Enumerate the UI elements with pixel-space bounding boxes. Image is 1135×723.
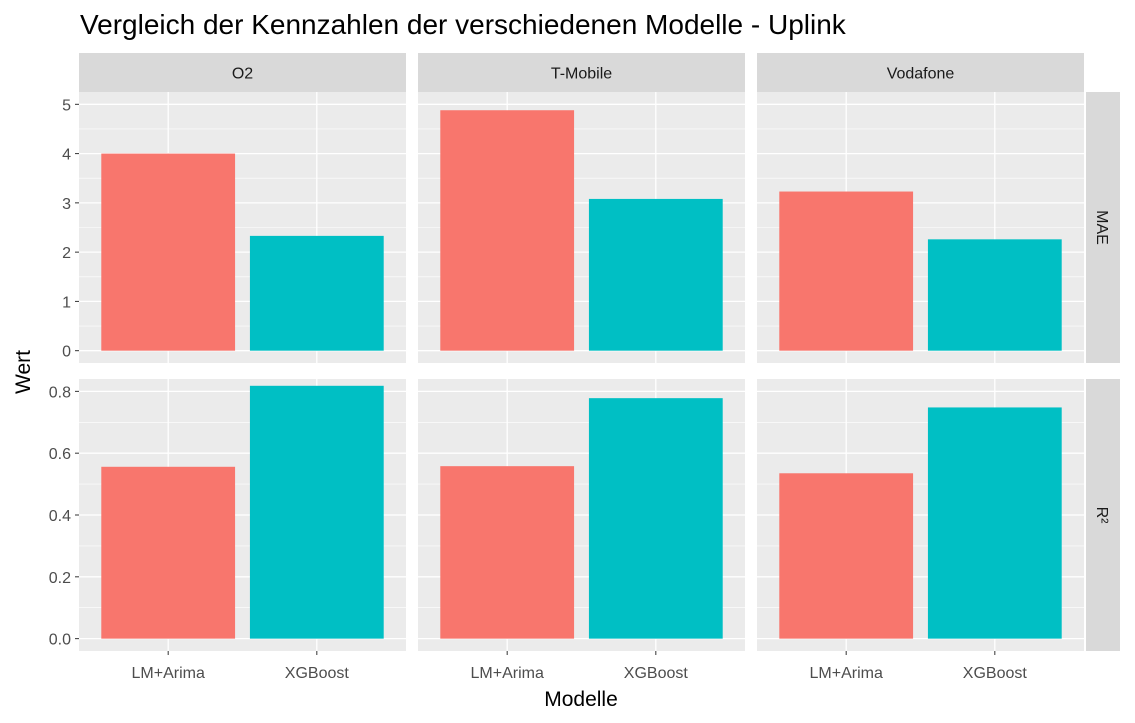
bar-o2-r2-xgboost [249, 385, 384, 639]
bar-t-mobile-mae-xgboost [588, 198, 723, 351]
y-tick-label-r2: 0.8 [49, 384, 71, 401]
bar-vodafone-mae-xgboost [927, 239, 1062, 351]
strip-o2 [79, 53, 406, 92]
strip-label-vodafone: Vodafone [887, 66, 955, 83]
strip-label-o2: O2 [232, 66, 253, 83]
y-tick-label-mae: 5 [62, 97, 71, 114]
chart-title: Vergleich der Kennzahlen der verschieden… [80, 9, 847, 40]
bar-t-mobile-r2-xgboost [588, 398, 723, 639]
x-tick-label-xgboost: XGBoost [624, 665, 689, 682]
strip-mae [1086, 92, 1120, 363]
strip-vodafone [757, 53, 1084, 92]
y-tick-label-r2: 0.6 [49, 446, 71, 463]
bar-t-mobile-r2-lm-arima [440, 466, 575, 639]
plot-layer: O2 T-Mobile Vodafone MAE 0 1 2 3 4 5 R² 0.0 0.2 0.4 0.… [49, 53, 1120, 682]
y-tick-label-r2: 0.4 [49, 508, 71, 525]
y-tick-label-r2: 0.2 [49, 570, 71, 587]
strip-t-mobile [418, 53, 745, 92]
y-tick-label-mae: 0 [62, 344, 71, 361]
strip-label-t-mobile: T-Mobile [551, 66, 612, 83]
y-tick-label-mae: 1 [62, 294, 71, 311]
x-tick-label-lm-arima: LM+Arima [132, 665, 205, 682]
x-tick-label-xgboost: XGBoost [963, 665, 1028, 682]
bar-vodafone-r2-xgboost [927, 407, 1062, 639]
x-tick-label-lm-arima: LM+Arima [471, 665, 544, 682]
x-tick-label-lm-arima: LM+Arima [810, 665, 883, 682]
bar-vodafone-mae-lm-arima [779, 191, 914, 351]
bar-o2-r2-lm-arima [101, 466, 236, 639]
strip-label-mae: MAE [1093, 210, 1110, 245]
strip-r2 [1086, 379, 1120, 651]
y-axis-title: Wert [12, 350, 35, 394]
bar-o2-mae-xgboost [249, 235, 384, 351]
y-tick-label-mae: 4 [62, 147, 71, 164]
y-tick-label-mae: 2 [62, 245, 71, 262]
y-tick-label-r2: 0.0 [49, 632, 71, 649]
strip-label-r2: R² [1093, 507, 1110, 525]
bar-t-mobile-mae-lm-arima [440, 110, 575, 351]
bar-vodafone-r2-lm-arima [779, 473, 914, 639]
y-tick-label-mae: 3 [62, 196, 71, 213]
x-axis-title: Modelle [544, 688, 618, 711]
x-tick-label-xgboost: XGBoost [285, 665, 350, 682]
bar-o2-mae-lm-arima [101, 153, 236, 351]
